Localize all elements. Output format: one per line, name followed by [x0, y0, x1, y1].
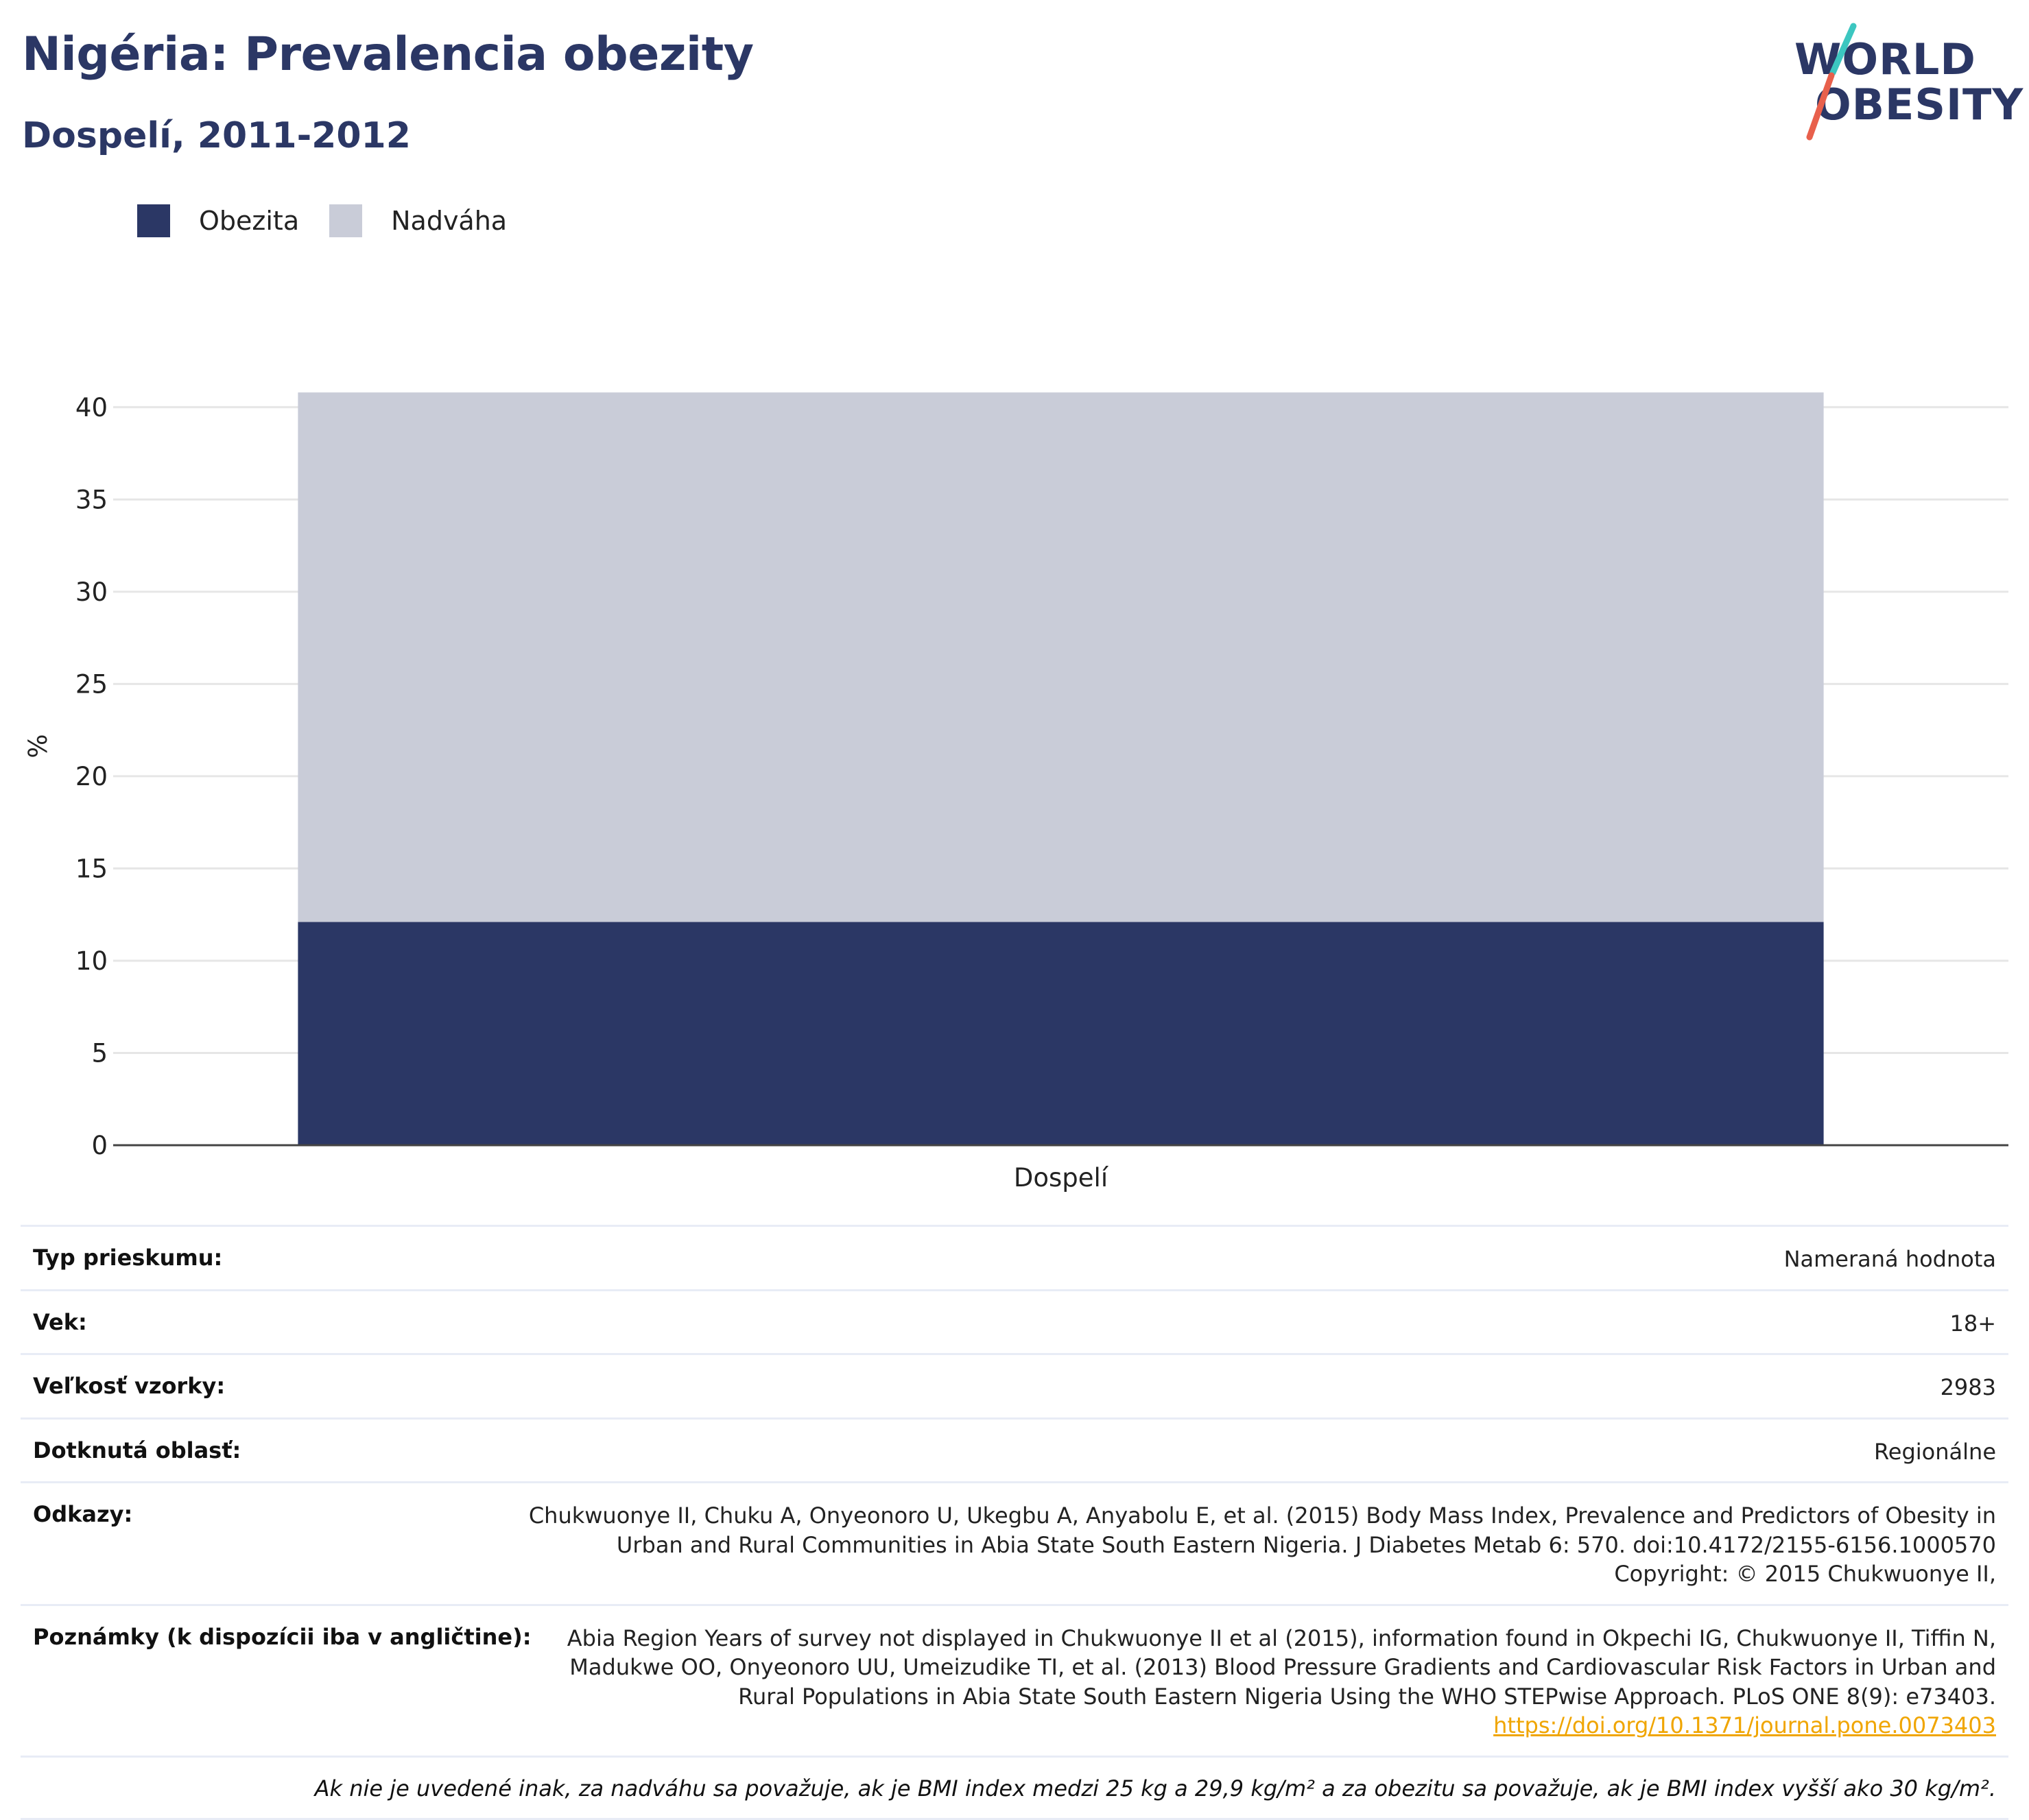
info-row: Typ prieskumu: Nameraná hodnota: [21, 1225, 2008, 1289]
notes-row: Poznámky (k dispozícii iba v angličtine)…: [21, 1603, 2008, 1756]
bar-chart: 0 5 10 15 20 25 30 35 40 Dospelí %: [23, 392, 2008, 1193]
x-axis-ticks: Dospelí: [113, 1144, 2008, 1193]
bar-nadváha[interactable]: [298, 392, 1824, 922]
page-title: Nigéria: Prevalencia obezity: [22, 27, 754, 82]
info-row: Dotknutá oblasť: Regionálne: [21, 1417, 2008, 1482]
info-row: Veľkosť vzorky: 2983: [21, 1353, 2008, 1417]
page-subtitle: Dospelí, 2011-2012: [22, 115, 411, 156]
y-tick-label: 30: [75, 577, 108, 607]
info-row-label: Vek:: [33, 1308, 87, 1335]
chart-bars: [298, 392, 1824, 1145]
y-tick-label: 5: [91, 1038, 108, 1068]
y-tick-label: 40: [75, 393, 108, 422]
info-row-label: Typ prieskumu:: [33, 1245, 223, 1271]
bar-obezita[interactable]: [298, 922, 1824, 1145]
chart-legend: Obezita Nadváha: [137, 204, 537, 237]
logo-line-1: WORLD: [1794, 34, 1976, 84]
notes-value: Abia Region Years of survey not displaye…: [532, 1624, 1996, 1740]
info-row: Odkazy: Chukwuonye II, Chuku A, Onyeonoro…: [21, 1481, 2008, 1604]
legend-label-obezita: Obezita: [199, 206, 300, 236]
logo-line-2: OBESITY: [1815, 80, 2024, 130]
y-tick-label: 15: [75, 854, 108, 883]
legend-swatch-obezita: [137, 204, 170, 237]
legend-item-nadvaha[interactable]: Nadváha: [329, 204, 507, 237]
legend-label-nadvaha: Nadváha: [391, 206, 508, 236]
y-tick-label: 25: [75, 669, 108, 699]
notes-doi-link[interactable]: https://doi.org/10.1371/journal.pone.007…: [1493, 1712, 1996, 1739]
info-row-value: Chukwuonye II, Chuku A, Onyeonoro U, Uke…: [528, 1502, 1996, 1588]
notes-text: Abia Region Years of survey not displaye…: [567, 1625, 1996, 1710]
bmi-footnote: Ak nie je uvedené inak, za nadváhu sa po…: [21, 1756, 2008, 1820]
notes-label: Poznámky (k dispozícii iba v angličtine)…: [33, 1623, 532, 1650]
y-tick-label: 35: [75, 485, 108, 514]
info-row-value: 18+: [1949, 1310, 1996, 1337]
legend-item-obezita[interactable]: Obezita: [137, 204, 299, 237]
info-row-label: Odkazy:: [33, 1501, 133, 1528]
info-row-label: Dotknutá oblasť:: [33, 1437, 241, 1463]
world-obesity-logo: WORLD OBESITY: [1790, 19, 2023, 143]
y-tick-label: 10: [75, 946, 108, 976]
x-tick-label: Dospelí: [1014, 1163, 1109, 1193]
logo-slash-icon: [1806, 23, 1857, 141]
info-row-value: Regionálne: [1873, 1438, 1996, 1465]
info-row-value: Nameraná hodnota: [1783, 1246, 1996, 1272]
info-row-value: 2983: [1940, 1374, 1996, 1401]
y-axis-ticks: 0 5 10 15 20 25 30 35 40: [75, 393, 108, 1160]
y-tick-label: 20: [75, 762, 108, 791]
legend-swatch-nadvaha: [329, 204, 363, 237]
info-row: Vek: 18+: [21, 1289, 2008, 1354]
y-axis-label: %: [23, 734, 53, 758]
info-row-label: Veľkosť vzorky:: [33, 1373, 226, 1400]
y-tick-label: 0: [91, 1131, 108, 1160]
survey-info-table: Typ prieskumu: Nameraná hodnota Vek: 18+ Veľ…: [21, 1225, 2008, 1820]
